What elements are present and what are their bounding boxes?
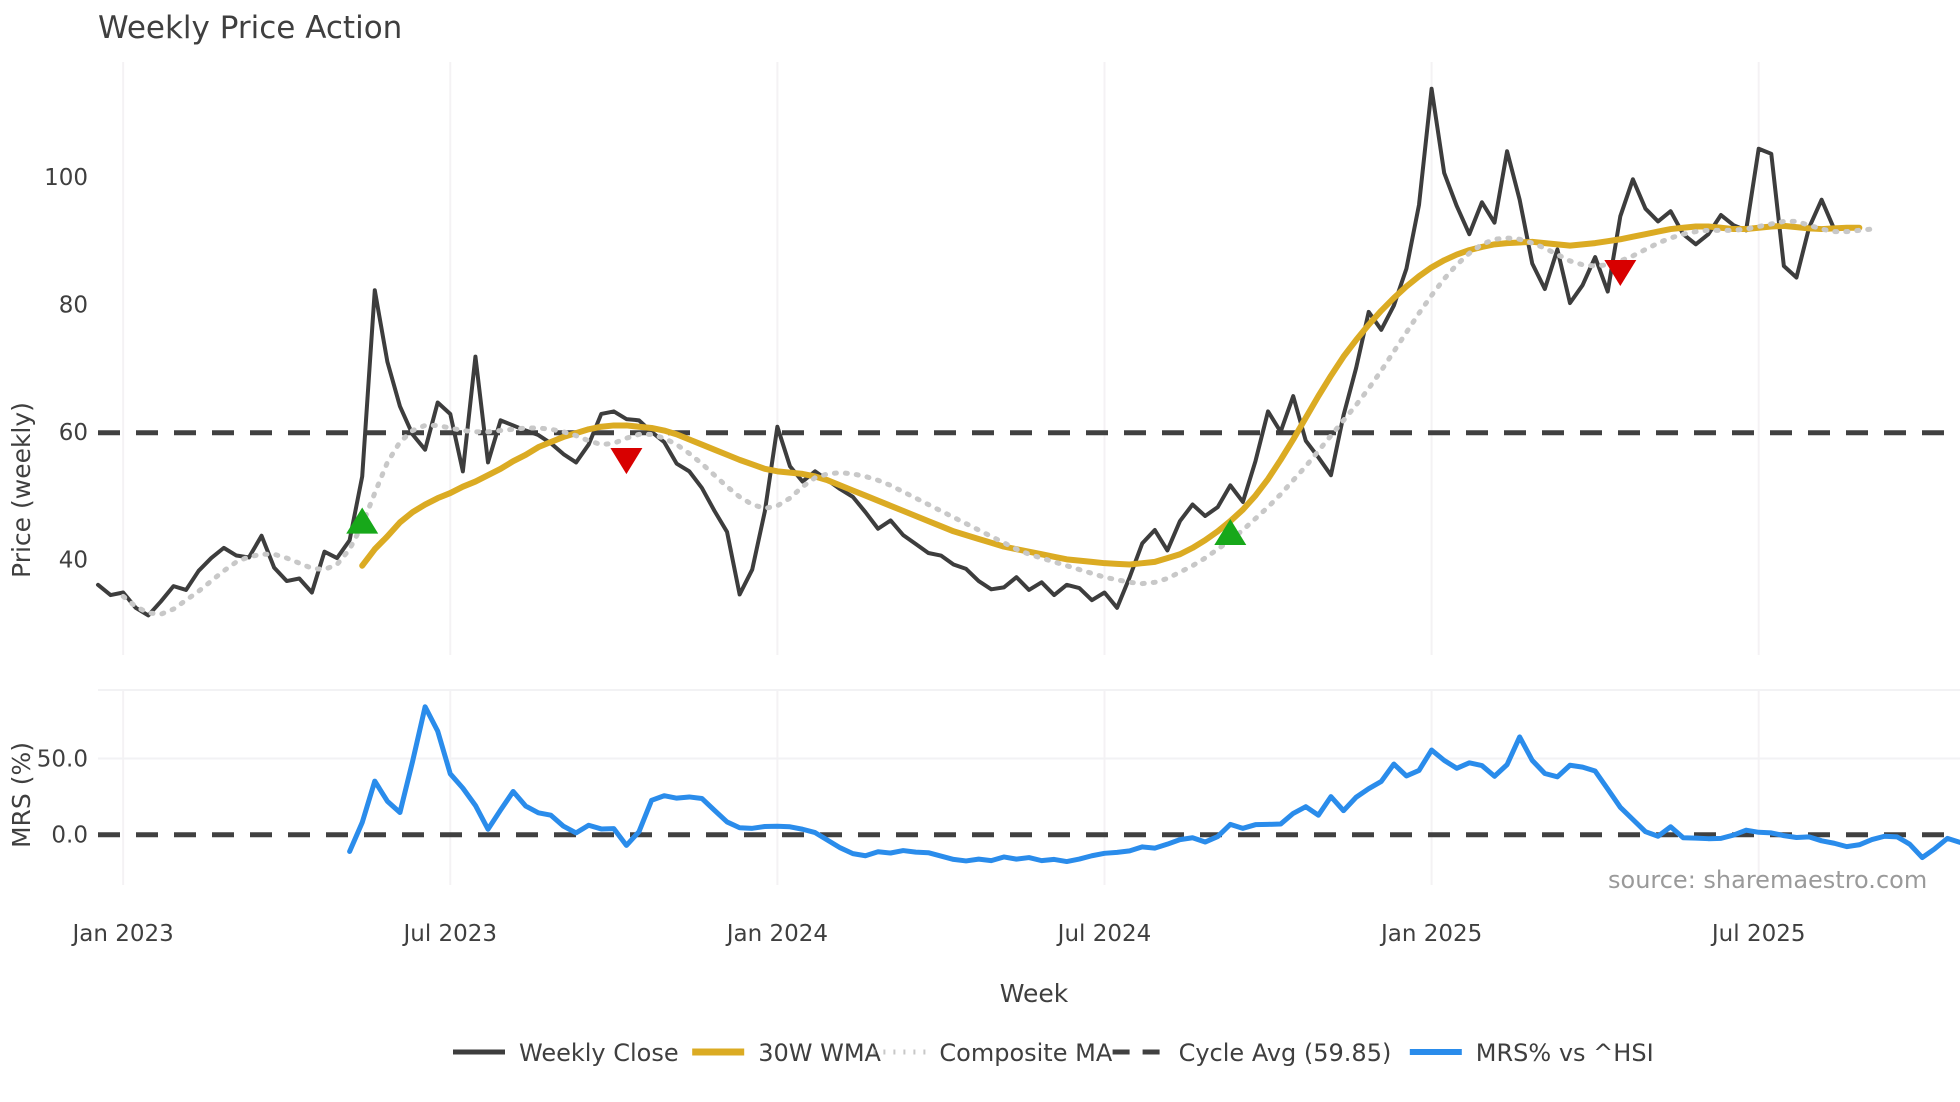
legend-label: Weekly Close	[519, 1039, 679, 1067]
x-tick-label: Jul 2023	[401, 921, 497, 947]
buy-marker-1	[346, 507, 379, 534]
legend-label: Cycle Avg (59.85)	[1179, 1039, 1392, 1067]
mrs-axis-label: MRS (%)	[7, 742, 36, 848]
legend-item-composite-ma[interactable]: Composite MA	[873, 1039, 1113, 1067]
series-composite_ma	[120, 218, 1875, 617]
x-tick-label: Jan 2023	[71, 921, 174, 947]
legend-item-mrs-vs-hsi[interactable]: MRS% vs ^HSI	[1409, 1039, 1654, 1067]
series-weekly_close	[96, 86, 1849, 618]
y-tick-label: 0.0	[51, 823, 88, 849]
y-tick-label: 40	[59, 547, 88, 573]
chart-title: Weekly Price Action	[98, 10, 402, 46]
chart-legend[interactable]: Weekly Close 30W WMA Composite MA Cycle Avg…	[453, 1039, 1654, 1067]
legend-label: Composite MA	[939, 1039, 1112, 1067]
y-tick-label: 60	[59, 420, 88, 446]
legend-item-30w-wma[interactable]: 30W WMA	[692, 1039, 882, 1067]
reference-lines	[98, 430, 1960, 838]
y-tick-label: 80	[59, 292, 88, 318]
legend-item-weekly-close[interactable]: Weekly Close	[453, 1039, 679, 1067]
x-tick-label: Jul 2025	[1710, 921, 1806, 947]
buy-marker-2	[1214, 518, 1247, 546]
source-watermark: source: sharemaestro.com	[1608, 866, 1927, 894]
x-tick-label: Jul 2024	[1056, 921, 1152, 947]
x-tick-labels: Jan 2023 Jul 2023 Jan 2024 Jul 2024 Jan 2025…	[71, 921, 1806, 947]
price-axis-label: Price (weekly)	[7, 402, 36, 578]
sell-marker-2	[1604, 259, 1637, 287]
x-axis-label: Week	[1000, 979, 1069, 1008]
legend-label: MRS% vs ^HSI	[1476, 1039, 1654, 1067]
y-tick-labels: 40 60 80 100 0.0 50.0	[37, 165, 88, 849]
sell-marker-1	[610, 448, 643, 475]
y-tick-label: 50.0	[37, 747, 88, 773]
x-tick-label: Jan 2025	[1379, 921, 1482, 947]
x-tick-label: Jan 2024	[725, 921, 828, 947]
legend-label: 30W WMA	[758, 1039, 881, 1067]
y-tick-label: 100	[44, 165, 88, 191]
series-wma30	[359, 222, 1863, 569]
signal-markers	[346, 259, 1637, 546]
series-mrs	[347, 704, 1960, 865]
legend-item-cycle-avg-59-85[interactable]: Cycle Avg (59.85)	[1112, 1039, 1392, 1067]
data-series	[96, 86, 1960, 865]
